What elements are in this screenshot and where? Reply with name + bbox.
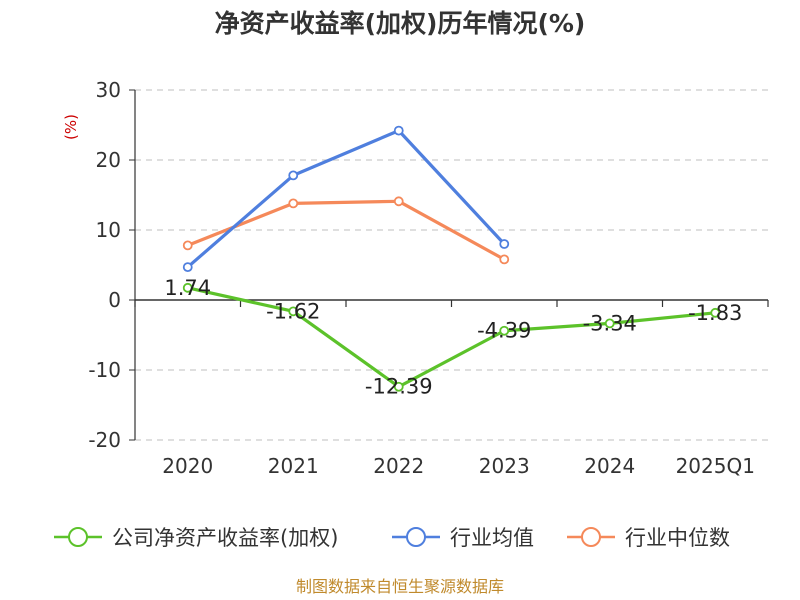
axes: 30 20 10 0 -10 -20 2020 2021 2022 2023 2024 2025Q1: [88, 78, 769, 478]
legend-circle-icon: [406, 527, 426, 547]
legend-circle-icon: [581, 527, 601, 547]
data-point: [288, 306, 299, 317]
data-label: -4.39: [477, 319, 531, 343]
data-point: [393, 125, 404, 136]
data-labels: 1.74 -1.62 -12.39 -4.39 -3.34 -1.83: [164, 276, 742, 399]
y-axis-unit: (%): [62, 114, 80, 140]
data-point: [182, 282, 193, 293]
data-point: [182, 240, 193, 251]
data-label: 1.74: [164, 276, 211, 300]
y-tick-label: 30: [96, 78, 121, 102]
series-line: [186, 129, 506, 269]
data-point: [393, 196, 404, 207]
y-tick-label: 20: [96, 148, 121, 172]
x-tick-label: 2021: [268, 454, 319, 478]
x-tick-label: 2020: [162, 454, 213, 478]
data-point: [499, 254, 510, 265]
y-tick-label: -20: [88, 428, 121, 452]
data-point: [604, 318, 615, 329]
data-source-note: 制图数据来自恒生聚源数据库: [296, 577, 504, 596]
data-point: [288, 170, 299, 181]
series-lines: [182, 125, 721, 392]
legend-item[interactable]: 行业均值: [392, 526, 534, 550]
y-tick-label: 0: [108, 288, 121, 312]
data-label: -12.39: [365, 375, 433, 399]
legend-circle-icon: [68, 527, 88, 547]
data-point: [499, 239, 510, 249]
data-point: [710, 307, 721, 318]
data-point: [393, 381, 404, 392]
y-tick-label: -10: [88, 358, 121, 382]
data-point: [499, 325, 510, 336]
series-line: [187, 286, 716, 389]
data-label: -1.62: [266, 299, 320, 323]
legend-label: 行业均值: [450, 526, 534, 550]
legend-item[interactable]: 行业中位数: [567, 526, 730, 550]
y-tick-label: 10: [96, 218, 121, 242]
series-line: [187, 199, 506, 261]
legend-label: 行业中位数: [625, 526, 730, 550]
legend-item[interactable]: 公司净资产收益率(加权): [54, 526, 338, 550]
legend-label: 公司净资产收益率(加权): [112, 526, 338, 550]
data-label: -1.83: [688, 301, 742, 325]
x-tick-label: 2023: [479, 454, 530, 478]
x-tick-label: 2025Q1: [676, 454, 755, 478]
grid-lines: [135, 89, 768, 441]
data-point: [182, 262, 193, 273]
x-tick-label: 2024: [584, 454, 635, 478]
chart-title: 净资产收益率(加权)历年情况(%): [215, 9, 586, 38]
x-tick-label: 2022: [373, 454, 424, 478]
legend[interactable]: 公司净资产收益率(加权) 行业均值 行业中位数: [54, 526, 730, 550]
data-point: [288, 198, 299, 209]
data-label: -3.34: [583, 311, 637, 335]
